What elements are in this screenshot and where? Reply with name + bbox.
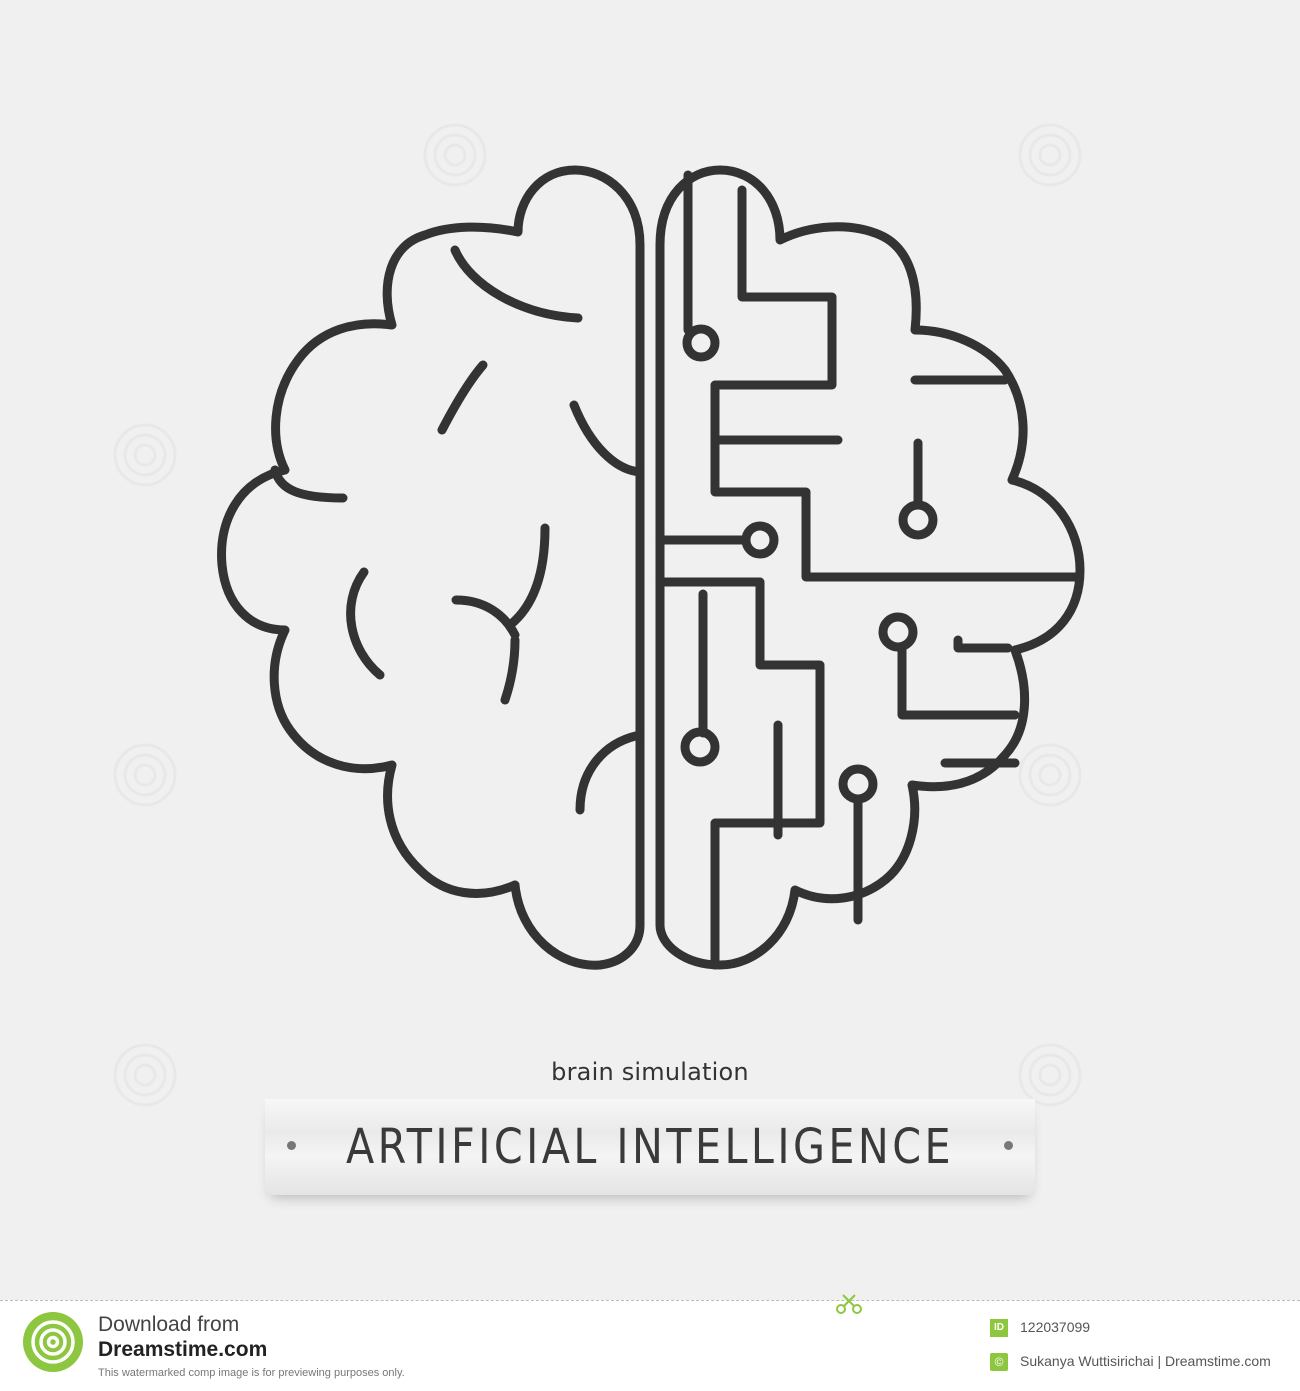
copyright-badge: ©: [990, 1353, 1008, 1371]
preview-note: This watermarked comp image is for previ…: [98, 1367, 405, 1379]
watermark-swirl-icon: [1018, 123, 1082, 187]
brain-circuit-icon: [217, 165, 1085, 970]
scissors-icon: [836, 1294, 862, 1314]
watermark-swirl-icon: [1018, 1043, 1082, 1107]
watermark-swirl-icon: [113, 743, 177, 807]
dreamstime-logo-icon: [23, 1312, 83, 1372]
banner-dot-right: [1004, 1141, 1013, 1150]
title-banner: ARTIFICIAL INTELLIGENCE: [265, 1099, 1035, 1195]
banner-dot-left: [287, 1141, 296, 1150]
author-credit: Sukanya Wuttisirichai | Dreamstime.com: [1020, 1353, 1271, 1369]
id-badge: ID: [990, 1319, 1008, 1337]
banner-title: ARTIFICIAL INTELLIGENCE: [345, 1119, 955, 1175]
right-hemisphere-outline: [655, 165, 1085, 970]
subtitle: brain simulation: [551, 1058, 749, 1086]
watermark-swirl-icon: [423, 123, 487, 187]
image-id: 122037099: [1020, 1319, 1091, 1335]
watermark-swirl-icon: [113, 423, 177, 487]
left-hemisphere-outline: [217, 165, 645, 970]
watermark-swirl-icon: [113, 1043, 177, 1107]
watermark-swirl-icon: [1018, 743, 1082, 807]
watermark-footer: Download from Dreamstime.com This waterm…: [0, 1294, 1300, 1391]
download-text: Download from: [98, 1313, 240, 1336]
site-name[interactable]: Dreamstime.com: [98, 1338, 268, 1361]
artwork-canvas: [113, 123, 1085, 1107]
